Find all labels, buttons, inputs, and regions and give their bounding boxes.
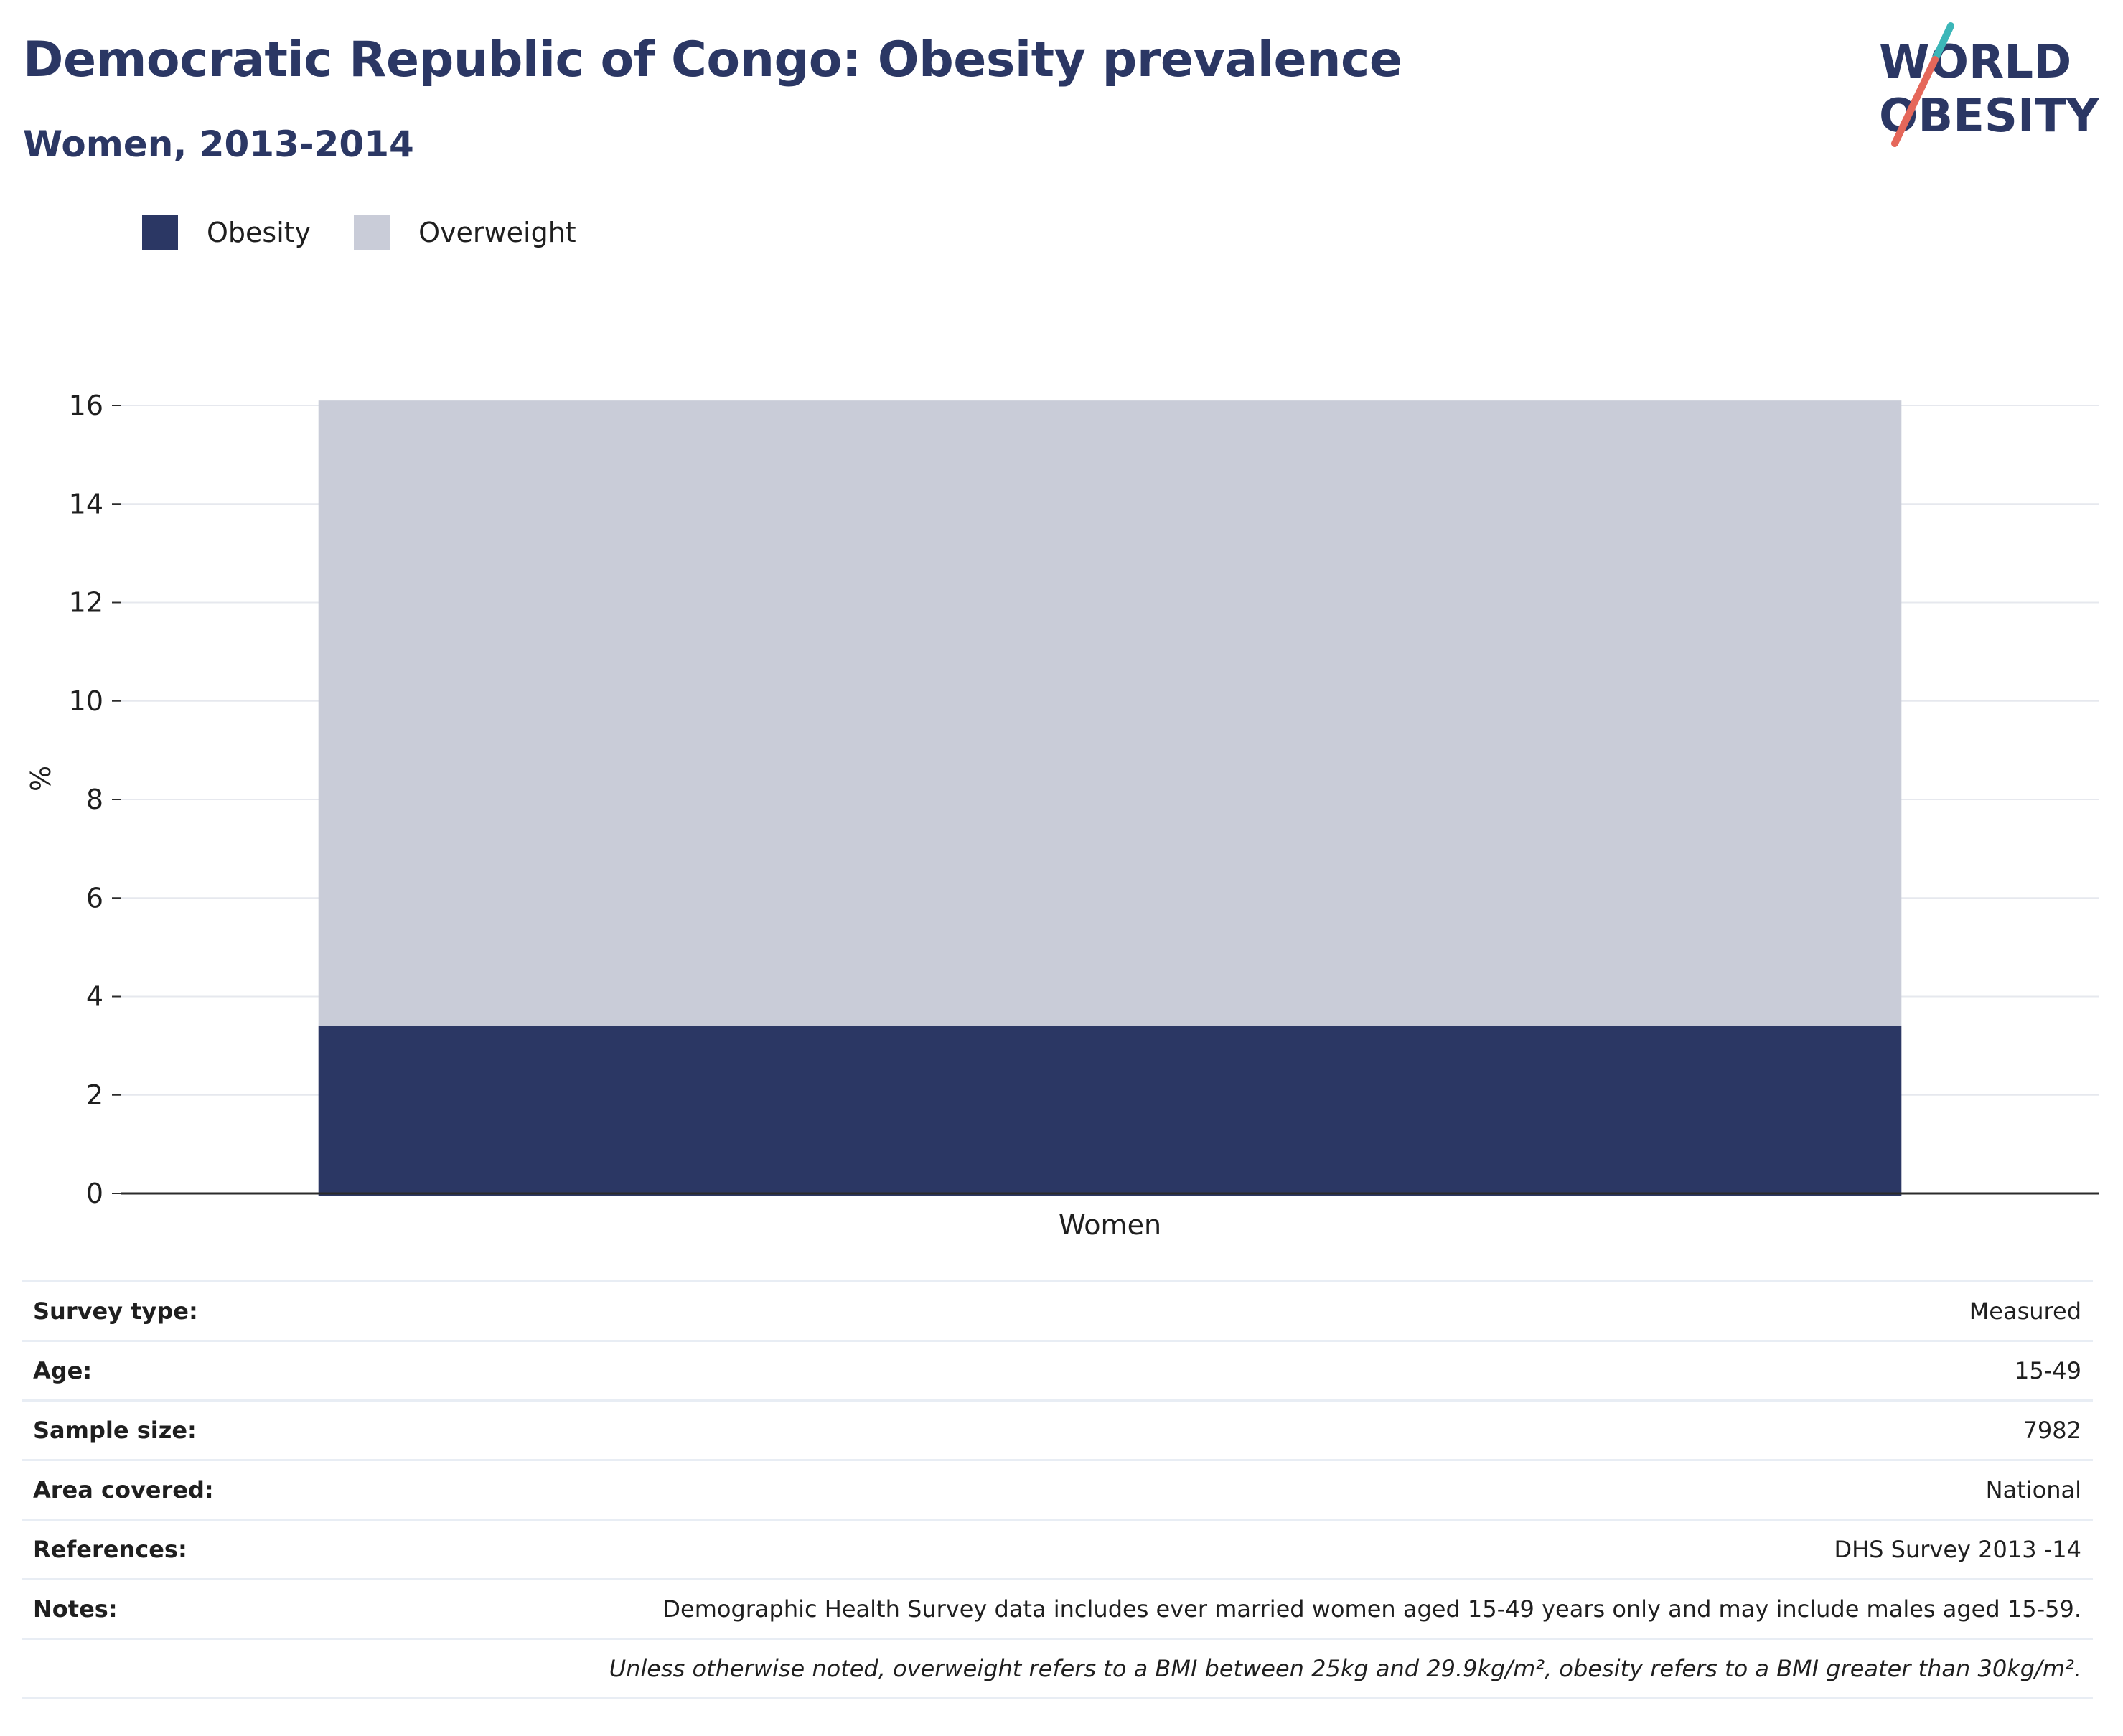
world-obesity-logo: WORLD OBESITY	[1879, 22, 2099, 147]
info-key: Notes:	[33, 1595, 118, 1623]
svg-text:WORLD: WORLD	[1879, 36, 2071, 89]
info-row: Area covered: National	[22, 1459, 2093, 1519]
legend-label-overweight: Overweight	[418, 217, 576, 248]
x-axis-ticks: Women	[1059, 1209, 1161, 1241]
y-axis-ticks: 0 2 4 6 8 10 12 14 16	[69, 390, 121, 1209]
info-row: Sample size: 7982	[22, 1399, 2093, 1459]
info-value: Measured	[1969, 1298, 2081, 1325]
legend-item-overweight[interactable]: Overweight	[354, 215, 576, 250]
info-key: Survey type:	[33, 1298, 198, 1325]
legend-label-obesity: Obesity	[207, 217, 311, 248]
chart-title: Democratic Republic of Congo: Obesity pr…	[23, 32, 1402, 88]
info-value: 15-49	[2015, 1357, 2081, 1384]
info-key: References:	[33, 1536, 187, 1563]
survey-info-table: Survey type: Measured Age: 15-49 Sample size…	[22, 1280, 2093, 1699]
info-row: Survey type: Measured	[22, 1280, 2093, 1340]
legend-swatch-overweight	[354, 215, 390, 250]
y-tick-label: 2	[86, 1079, 103, 1111]
info-key: Age:	[33, 1357, 93, 1384]
y-tick-label: 8	[86, 784, 103, 815]
legend-swatch-obesity	[142, 215, 178, 250]
legend-item-obesity[interactable]: Obesity	[142, 215, 311, 250]
y-tick-label: 4	[86, 981, 103, 1013]
chart-legend: Obesity Overweight	[142, 212, 619, 253]
bmi-footnote: Unless otherwise noted, overweight refer…	[609, 1655, 2081, 1682]
info-row: Notes: Demographic Health Survey data inc…	[22, 1578, 2093, 1638]
info-row: References: DHS Survey 2013 -14	[22, 1519, 2093, 1578]
footnote-row: Unless otherwise noted, overweight refer…	[22, 1638, 2093, 1699]
y-tick-label: 12	[69, 587, 103, 619]
y-axis-label: %	[25, 766, 57, 792]
x-tick-label: Women	[1059, 1209, 1161, 1241]
bar-obesity-women[interactable]	[318, 1026, 1902, 1196]
info-key: Area covered:	[33, 1476, 214, 1503]
chart-subtitle: Women, 2013-2014	[23, 123, 414, 165]
y-tick-label: 0	[86, 1178, 103, 1209]
info-value: DHS Survey 2013 -14	[1834, 1536, 2081, 1563]
info-value: National	[1985, 1476, 2081, 1503]
bar-overweight-women[interactable]	[318, 400, 1902, 1026]
info-value: Demographic Health Survey data includes …	[662, 1595, 2081, 1623]
info-row: Age: 15-49	[22, 1340, 2093, 1399]
info-key: Sample size:	[33, 1417, 197, 1444]
bars	[318, 400, 1902, 1196]
y-tick-label: 6	[86, 882, 103, 914]
y-tick-label: 16	[69, 390, 103, 421]
info-value: 7982	[2023, 1417, 2081, 1444]
y-tick-label: 14	[69, 488, 103, 520]
bar-chart: 0 2 4 6 8 10 12 14 16 Women %	[25, 390, 2099, 1241]
y-tick-label: 10	[69, 685, 103, 717]
